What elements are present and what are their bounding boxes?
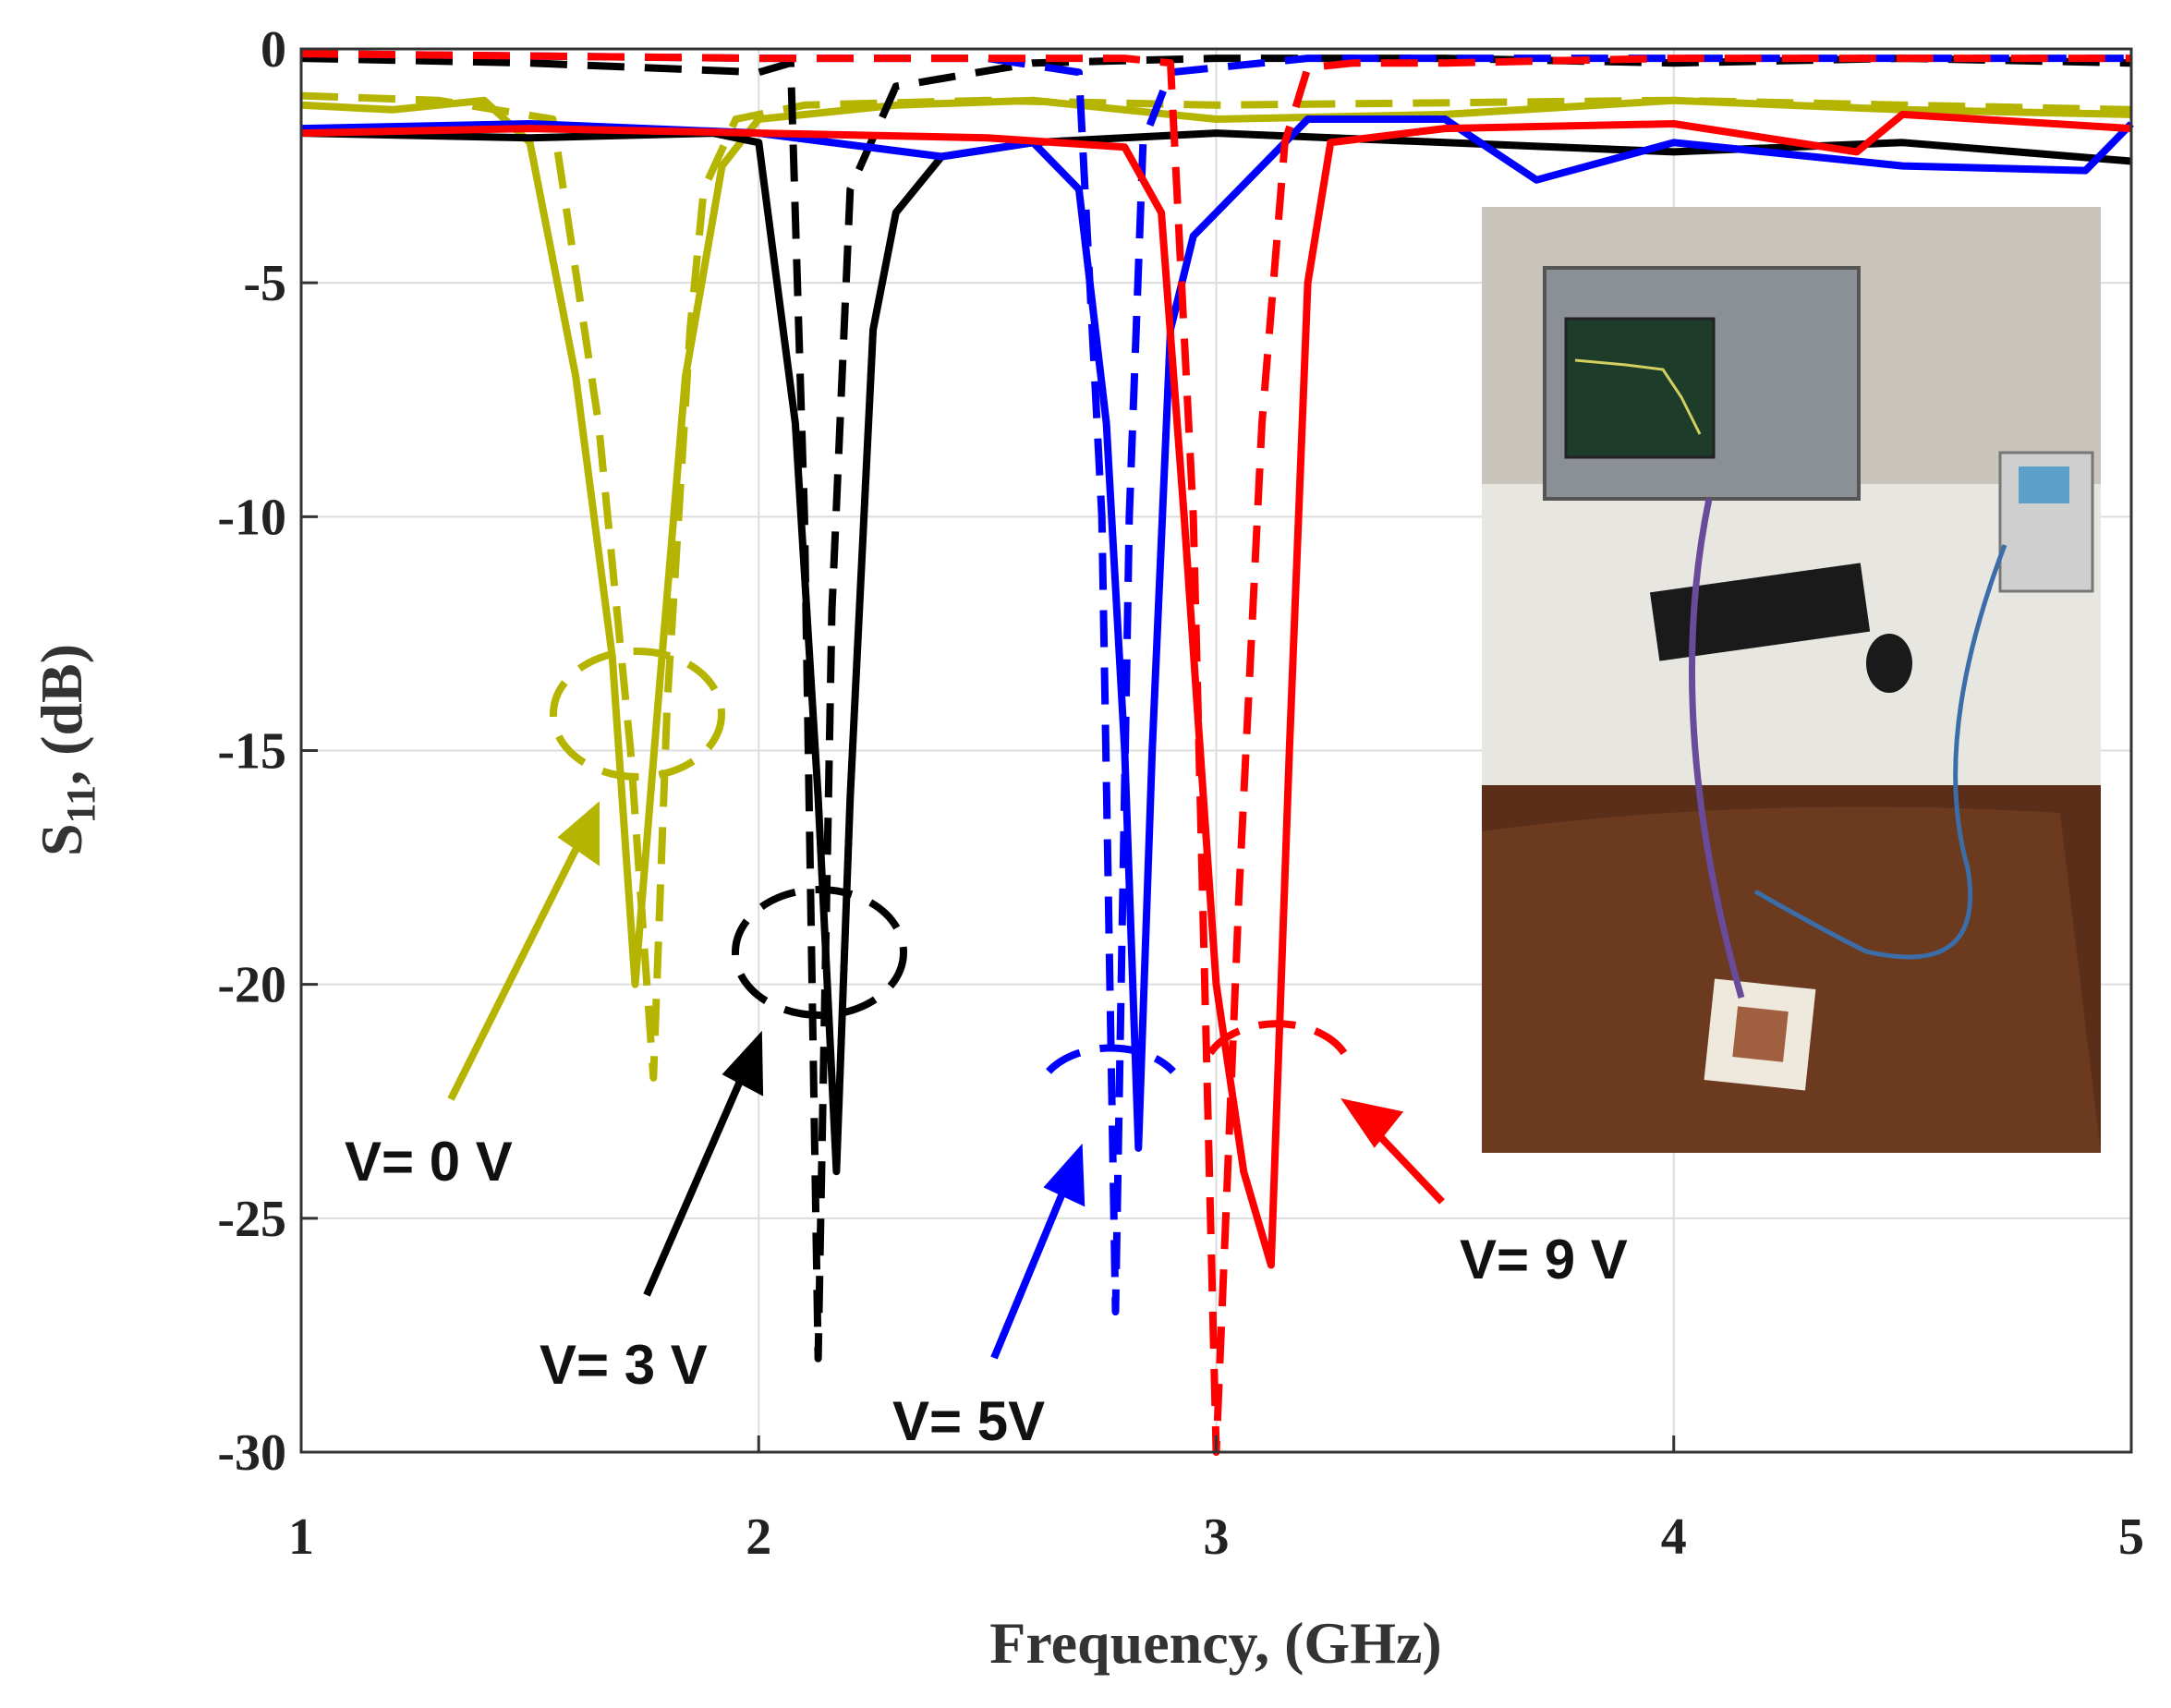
annotation: V= 9 V [1460,1229,1628,1290]
annotation: V= 0 V [345,1131,513,1193]
series-line [300,115,2134,1152]
series-line [300,129,2132,1176]
y-tick-label: -5 [243,255,286,312]
annotation: V= 3 V [540,1334,708,1396]
annotation-shapes [447,648,1445,1360]
x-tick-label: 2 [746,1508,771,1566]
annotation: V= 5V [892,1390,1045,1452]
inset-photo [1482,207,2101,1153]
series-line [300,91,2132,1082]
x-tick-label: 5 [2118,1508,2144,1566]
y-label-rest: , (dB) [29,644,94,785]
y-tick-label: -30 [217,1424,286,1482]
y-tick-label: 0 [261,21,286,79]
x-axis-label: Frequency, (GHz) [989,1610,1441,1676]
y-tick-label: -20 [217,957,286,1014]
series-line [300,55,2132,1363]
series-line [300,50,2131,1456]
x-tick-label: 4 [1661,1508,1687,1566]
y-tick-label: -15 [217,723,286,781]
y-tick-label: -10 [217,489,286,546]
y-tick-label: -25 [217,1191,286,1248]
x-tick-label: 3 [1204,1508,1230,1566]
y-axis-label: S11, (dB) [29,644,103,856]
y-label-main: S [29,823,94,856]
series-line [300,110,2132,1269]
y-label-sub: 11 [58,785,103,824]
x-tick-label: 1 [288,1508,314,1566]
